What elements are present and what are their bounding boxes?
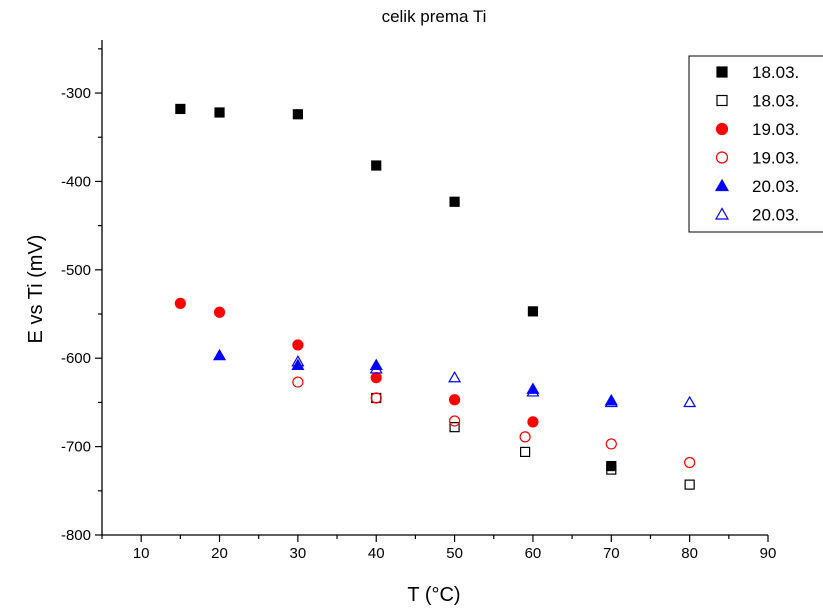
data-point-square-open — [449, 422, 460, 433]
y-tick-label: -300 — [61, 85, 91, 102]
legend-marker — [714, 178, 730, 192]
data-point-circle-open — [292, 376, 304, 388]
data-point-circle-open — [519, 431, 531, 443]
data-point-triangle-open — [604, 395, 618, 408]
x-tick-label: 90 — [760, 545, 777, 562]
x-tick-label: 60 — [525, 545, 542, 562]
data-point-circle-filled — [370, 372, 382, 384]
x-tick-label: 70 — [603, 545, 620, 562]
data-point-triangle-open — [369, 362, 383, 374]
x-tick-label: 50 — [446, 545, 463, 562]
legend-box — [688, 55, 823, 233]
legend-label: 18.03. — [752, 92, 799, 111]
x-tick-label: 80 — [681, 545, 698, 562]
data-point-triangle-open — [526, 385, 540, 397]
data-point-circle-filled — [292, 339, 304, 351]
data-point-circle-open — [684, 456, 696, 469]
legend-label: 20.03. — [752, 177, 799, 196]
data-point-square-filled — [606, 460, 617, 472]
legend-marker — [715, 151, 729, 164]
y-axis-label: E vs Ti (mV) — [25, 235, 47, 344]
legend: 18.03. 18.03. 19.03. 19.03. 20.03. 20.03. — [688, 55, 823, 233]
y-tick-label: -400 — [61, 173, 91, 190]
legend-marker — [714, 207, 730, 220]
data-point-square-filled — [214, 107, 225, 118]
legend-label: 18.03. — [752, 63, 799, 82]
data-point-circle-open — [370, 392, 382, 404]
data-point-square-open — [520, 446, 531, 458]
axes: 10 20 30 40 50 60 70 80 90 -800 -700 -600 -500 -400 -3… — [61, 40, 776, 562]
data-points — [174, 103, 697, 490]
data-point-circle-filled — [448, 394, 461, 406]
data-point-circle-open — [448, 415, 461, 427]
x-tick-label: 10 — [133, 545, 150, 562]
legend-marker — [716, 66, 728, 78]
data-point-triangle-filled — [369, 358, 383, 371]
data-point-triangle-filled — [212, 348, 227, 361]
data-point-triangle-open — [683, 395, 697, 408]
legend-label: 20.03. — [752, 206, 799, 225]
chart-title: celik prema Ti — [382, 7, 487, 26]
data-point-square-filled — [292, 109, 303, 120]
x-tick-label: 30 — [290, 545, 307, 562]
y-tick-label: -700 — [61, 439, 91, 456]
x-tick-label: 40 — [368, 545, 385, 562]
data-point-square-open — [606, 464, 617, 475]
data-point-square-filled — [527, 306, 539, 317]
y-tick-label: -800 — [61, 527, 91, 544]
y-tick-label: -600 — [61, 350, 91, 367]
data-point-square-open — [684, 479, 695, 490]
data-point-triangle-filled — [291, 358, 305, 371]
data-point-circle-filled — [213, 306, 226, 318]
data-point-triangle-open — [448, 370, 462, 383]
legend-label: 19.03. — [752, 149, 799, 168]
legend-marker — [716, 94, 728, 107]
data-point-circle-filled — [527, 416, 539, 428]
x-tick-label: 20 — [211, 545, 228, 562]
legend-label: 19.03. — [752, 120, 799, 139]
x-axis-label: T (°C) — [407, 584, 460, 606]
legend-marker — [715, 122, 729, 136]
data-point-square-filled — [371, 160, 382, 171]
data-point-triangle-open — [291, 355, 305, 367]
data-point-square-filled — [175, 103, 186, 115]
data-point-circle-open — [605, 438, 617, 450]
y-tick-label: -500 — [61, 262, 91, 279]
data-point-circle-filled — [174, 297, 186, 310]
data-point-square-filled — [449, 196, 460, 207]
